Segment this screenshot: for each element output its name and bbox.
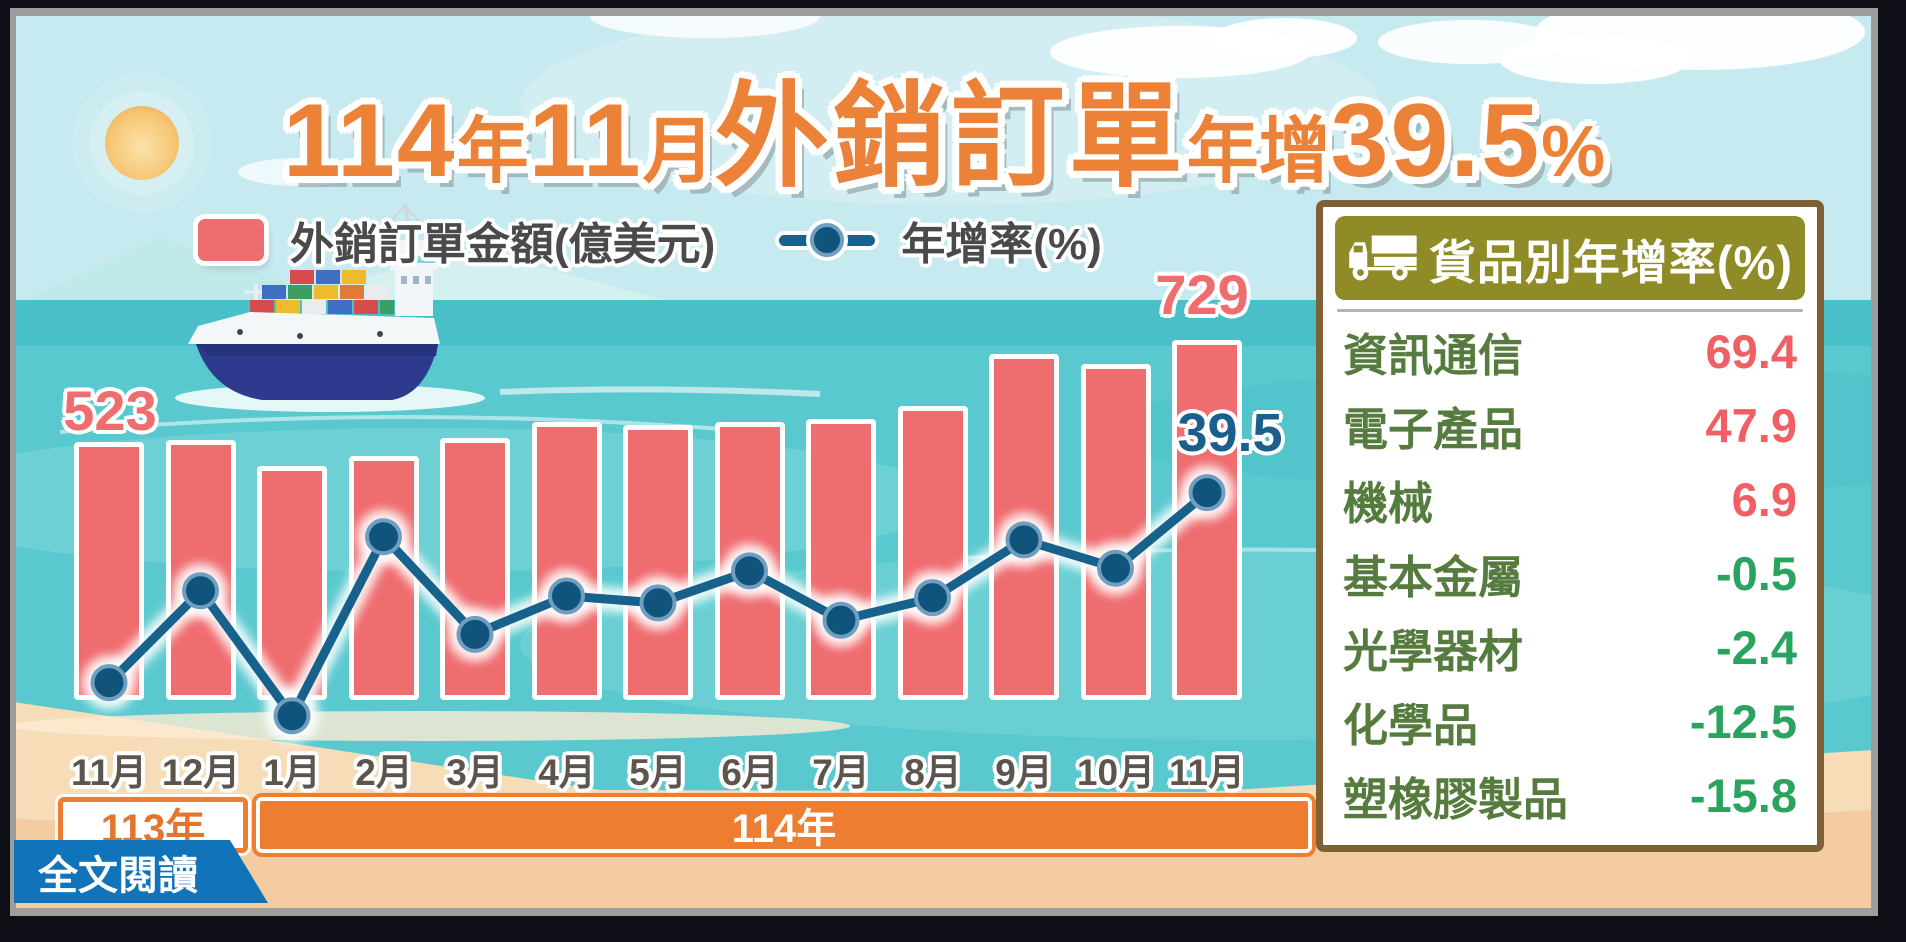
category-label: 電子產品 — [1343, 403, 1524, 455]
category-label: 化學品 — [1343, 699, 1479, 751]
panel-rows: 資訊通信 69.4 電子產品 47.9 機械 6.9 基本金屬 -0.5 光學器材 -2.4 化學品… — [1335, 314, 1805, 832]
bar-10月 — [1081, 364, 1151, 700]
frame-black-top — [0, 0, 1906, 8]
title-year-unit: 年 — [456, 112, 529, 192]
month-label-5月: 5月 — [629, 752, 687, 793]
frame-gray-right — [1871, 8, 1878, 916]
month-label-3月: 3月 — [446, 752, 504, 793]
panel-row-電子產品: 電子產品 47.9 — [1335, 388, 1805, 462]
frame-gray-left — [10, 8, 16, 916]
panel-row-基本金屬: 基本金屬 -0.5 — [1335, 536, 1805, 610]
category-value: -15.8 — [1689, 768, 1797, 822]
month-label-10月: 10月 — [1076, 752, 1156, 793]
panel-row-資訊通信: 資訊通信 69.4 — [1335, 314, 1805, 388]
panel-title: 貨品別年增率(%) — [1428, 235, 1793, 289]
category-value: 47.9 — [1705, 398, 1797, 452]
bar-6月 — [715, 422, 785, 700]
category-label: 基本金屬 — [1343, 551, 1524, 603]
sun-icon — [105, 106, 179, 180]
wave-line — [59, 415, 761, 434]
clouds — [238, 0, 1865, 186]
category-value: 6.9 — [1731, 472, 1797, 526]
bar-3月 — [440, 438, 510, 700]
title-growth-prefix: 年增 — [1186, 112, 1331, 192]
frame-gray-top — [10, 8, 1878, 16]
month-label-11月: 11月 — [1168, 752, 1246, 793]
bar-7月 — [806, 419, 876, 700]
title-year: 114 — [282, 83, 457, 199]
month-label-8月: 8月 — [904, 752, 962, 793]
bar-legend-swatch — [198, 219, 264, 261]
bar-11月 — [74, 442, 144, 700]
read-full-text-button[interactable]: 全文閱讀 — [14, 840, 268, 903]
panel-row-機械: 機械 6.9 — [1335, 462, 1805, 536]
cargo-ship-illustration — [175, 203, 821, 412]
frame-black-left — [0, 0, 10, 942]
first-bar-value-label: 523 — [63, 379, 157, 442]
bar-legend-label: 外銷訂單金額(億美元) — [290, 220, 716, 269]
bar-2月 — [349, 456, 419, 700]
month-label-2月: 2月 — [355, 752, 413, 793]
title-growth-unit: % — [1541, 112, 1606, 192]
title-growth-value: 39.5 — [1330, 83, 1542, 199]
line-legend-label: 年增率(%) — [901, 220, 1102, 269]
category-label: 機械 — [1343, 477, 1434, 529]
line-legend-icon — [779, 217, 876, 263]
panel-divider — [1337, 309, 1803, 312]
category-value: -12.5 — [1689, 694, 1797, 748]
bar-8月 — [898, 406, 968, 700]
frame-black-bottom — [0, 916, 1906, 942]
month-label-11月: 11月 — [70, 752, 148, 793]
title-month-unit: 月 — [642, 112, 715, 192]
category-label: 塑橡膠製品 — [1343, 773, 1569, 825]
frame-gray-bottom — [10, 908, 1878, 916]
bar-9月 — [989, 354, 1059, 700]
category-growth-panel: 貨品別年增率(%) 資訊通信 69.4 電子產品 47.9 機械 6.9 基本金屬 -0.5 光… — [1316, 200, 1824, 852]
panel-row-塑橡膠製品: 塑橡膠製品 -15.8 — [1335, 758, 1805, 832]
panel-header: 貨品別年增率(%) — [1335, 216, 1805, 300]
month-label-6月: 6月 — [721, 752, 779, 793]
chart-legend: 外銷訂單金額(億美元) 年增率(%) — [198, 208, 1102, 272]
bar-4月 — [532, 422, 602, 700]
page-title: 114 年 11 月 外銷訂單 年增 39.5 % — [10, 44, 1878, 209]
bar-12月 — [166, 440, 236, 700]
month-label-7月: 7月 — [812, 752, 870, 793]
title-subject: 外銷訂單 — [714, 74, 1187, 201]
month-label-4月: 4月 — [538, 752, 596, 793]
panel-row-光學器材: 光學器材 -2.4 — [1335, 610, 1805, 684]
last-point-value-label: 39.5 — [1177, 403, 1283, 463]
category-value: -2.4 — [1716, 620, 1797, 674]
month-label-12月: 12月 — [161, 752, 241, 793]
category-value: 69.4 — [1705, 324, 1797, 378]
truck-icon — [1349, 235, 1417, 281]
year-group-114: 114年 — [256, 797, 1312, 853]
category-label: 光學器材 — [1343, 625, 1524, 677]
bar-11月 — [1172, 340, 1242, 700]
month-label-9月: 9月 — [995, 752, 1053, 793]
category-value: -0.5 — [1716, 546, 1797, 600]
bar-1月 — [257, 466, 327, 700]
last-bar-value-label: 729 — [1155, 263, 1249, 326]
bar-5月 — [623, 425, 693, 700]
panel-row-化學品: 化學品 -12.5 — [1335, 684, 1805, 758]
title-month: 11 — [528, 83, 643, 199]
category-label: 資訊通信 — [1343, 329, 1524, 381]
month-label-1月: 1月 — [263, 752, 321, 793]
frame-black-right — [1878, 0, 1906, 942]
